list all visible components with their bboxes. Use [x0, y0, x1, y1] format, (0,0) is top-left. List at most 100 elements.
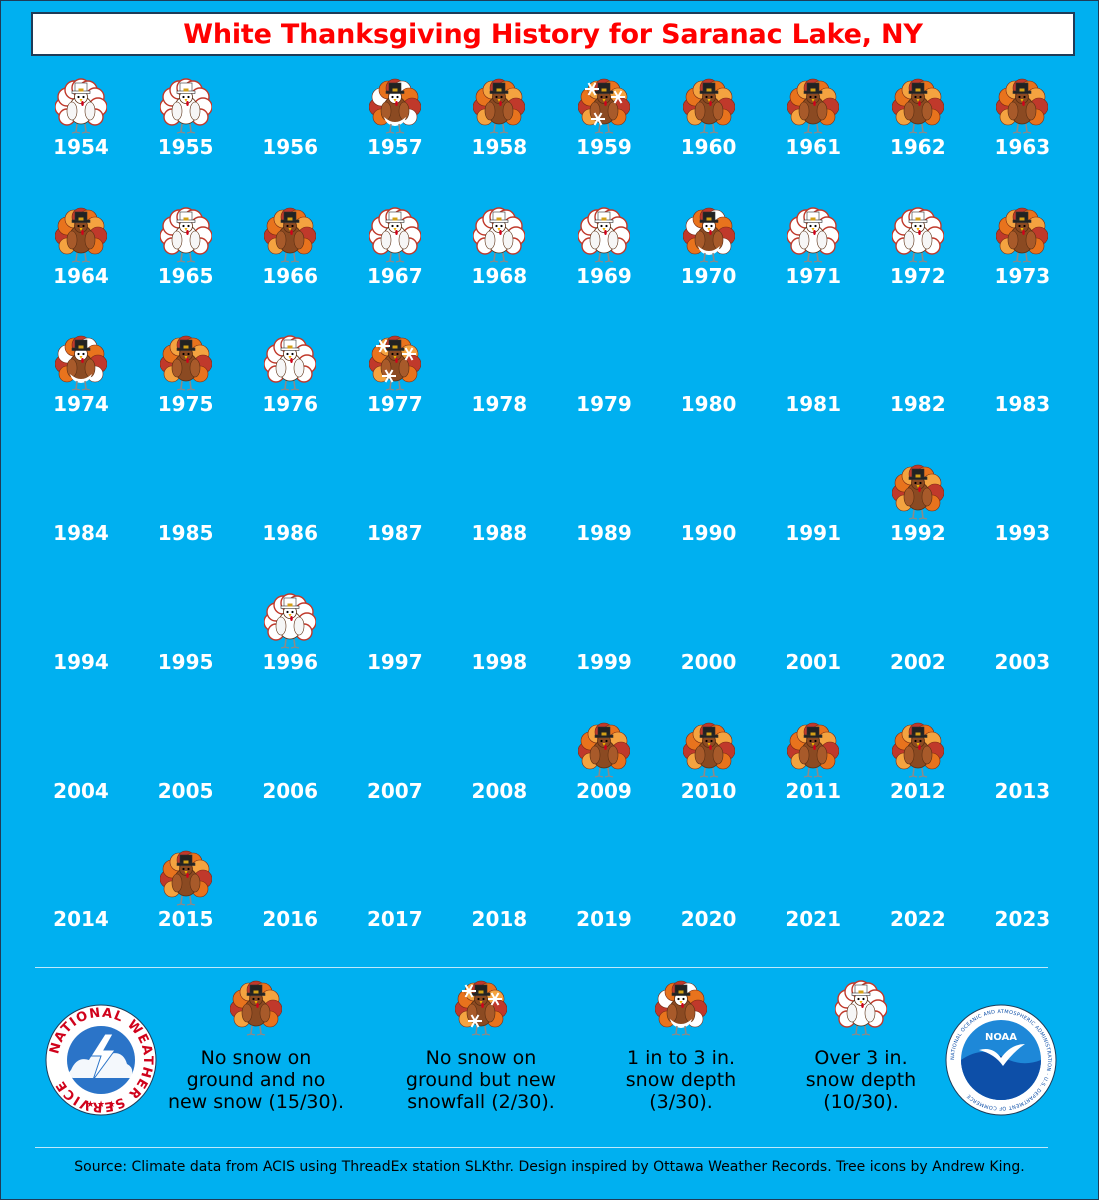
page-title: White Thanksgiving History for Saranac L…: [183, 18, 923, 50]
year-label: 1964: [53, 263, 109, 288]
year-label: 1983: [994, 392, 1051, 417]
year-cell: 1965: [134, 200, 238, 328]
year-label: 2005: [157, 778, 214, 803]
year-label: 1996: [262, 649, 319, 674]
noaa-logo-text: NOAA: [985, 1032, 1017, 1043]
deep-snow-turkey-icon: [577, 206, 631, 268]
year-cell: 1978: [447, 328, 551, 456]
snowfall-turkey-icon: [577, 77, 631, 139]
year-cell: 2005: [134, 715, 238, 843]
legend-text-line: (10/30).: [823, 1091, 899, 1113]
deep-snow-turkey-icon: [158, 206, 213, 268]
year-cell: 2018: [447, 843, 551, 971]
year-label: 2009: [576, 778, 632, 803]
title-box: White Thanksgiving History for Saranac L…: [31, 12, 1075, 56]
year-label: 1999: [576, 649, 632, 674]
year-label: 1989: [576, 521, 632, 546]
year-cell: 2003: [970, 586, 1074, 714]
legend-text-line: (3/30).: [649, 1091, 713, 1113]
no-snow-turkey-icon: [263, 206, 317, 268]
year-cell: 2019: [552, 843, 656, 971]
year-label: 2021: [785, 907, 842, 932]
year-label: 1971: [785, 263, 842, 288]
year-cell: 1966: [238, 200, 342, 328]
year-label: 2006: [262, 778, 319, 803]
year-cell: 2020: [657, 843, 761, 971]
year-label: 1998: [471, 649, 528, 674]
year-cell: 1962: [866, 71, 970, 199]
snowfall-turkey-icon: [454, 979, 508, 1041]
year-label: 2012: [889, 778, 946, 803]
legend-item-snowfall: No snow on ground but new snowfall (2/30).: [371, 979, 591, 1113]
year-cell: 2014: [29, 843, 133, 971]
year-cell: 2021: [761, 843, 865, 971]
year-cell: 1984: [29, 457, 133, 585]
year-label: 1987: [366, 521, 423, 546]
year-label: 2015: [157, 907, 214, 932]
year-cell: 1979: [552, 328, 656, 456]
legend-text: No snow on ground but new snowfall (2/30).: [371, 1047, 591, 1113]
year-cell: 2011: [761, 715, 865, 843]
year-label: 1978: [471, 392, 528, 417]
year-label: 1958: [471, 135, 528, 159]
year-label: 1959: [576, 135, 632, 159]
divider-top: [35, 967, 1048, 968]
year-cell: 1998: [447, 586, 551, 714]
year-cell: 2023: [970, 843, 1074, 971]
year-cell: 1960: [657, 71, 761, 199]
no-snow-turkey-icon: [996, 77, 1049, 139]
source-credit: Source: Climate data from ACIS using Thr…: [74, 1159, 1025, 1175]
year-label: 1973: [994, 263, 1051, 288]
year-label: 1975: [157, 392, 214, 417]
legend-text-line: No snow on: [200, 1047, 312, 1069]
legend-text: 1 in to 3 in. snow depth (3/30).: [571, 1047, 791, 1113]
year-label: 1988: [471, 521, 528, 546]
year-label: 1968: [471, 263, 528, 288]
year-cell: 2016: [238, 843, 342, 971]
year-cell: 1976: [238, 328, 342, 456]
year-label: 2018: [471, 907, 528, 932]
year-cell: 1958: [447, 71, 551, 199]
no-snow-turkey-icon: [682, 77, 735, 139]
year-label: 2002: [889, 649, 946, 674]
year-label: 2017: [366, 907, 423, 932]
year-label: 1993: [994, 521, 1051, 546]
year-label: 2014: [53, 907, 109, 932]
no-snow-turkey-icon: [577, 721, 631, 783]
year-label: 1981: [785, 392, 842, 417]
legend-text-line: snow depth: [805, 1069, 917, 1091]
svg-text:★ ★ ★: ★ ★ ★: [86, 1099, 115, 1109]
year-cell: 2012: [866, 715, 970, 843]
year-cell: 1968: [447, 200, 551, 328]
legend-text-line: ground but new: [405, 1069, 557, 1091]
year-cell: 1993: [970, 457, 1074, 585]
deep-snow-turkey-icon: [472, 206, 527, 268]
year-label: 1985: [157, 521, 214, 546]
light-snow-turkey-icon: [654, 979, 708, 1041]
year-label: 1961: [785, 135, 842, 159]
year-label: 2011: [785, 778, 842, 803]
year-cell: 1956: [238, 71, 342, 199]
year-cell: 1981: [761, 328, 865, 456]
deep-snow-turkey-icon: [263, 334, 317, 396]
year-cell: 1972: [866, 200, 970, 328]
year-cell: 1990: [657, 457, 761, 585]
year-cell: 1954: [29, 71, 133, 199]
year-cell: 1957: [343, 71, 447, 199]
year-cell: 1961: [761, 71, 865, 199]
light-snow-turkey-icon: [682, 206, 735, 268]
light-snow-turkey-icon: [54, 334, 108, 396]
year-cell: 1996: [238, 586, 342, 714]
year-label: 1997: [366, 649, 423, 674]
legend-text-line: Over 3 in.: [814, 1047, 908, 1069]
legend-text-line: snow depth: [625, 1069, 737, 1091]
year-label: 1995: [157, 649, 214, 674]
year-label: 1980: [680, 392, 737, 417]
year-label: 2020: [680, 907, 737, 932]
year-label: 2022: [889, 907, 946, 932]
year-cell: 2000: [657, 586, 761, 714]
year-cell: 2022: [866, 843, 970, 971]
year-cell: 1988: [447, 457, 551, 585]
no-snow-turkey-icon: [786, 721, 840, 783]
